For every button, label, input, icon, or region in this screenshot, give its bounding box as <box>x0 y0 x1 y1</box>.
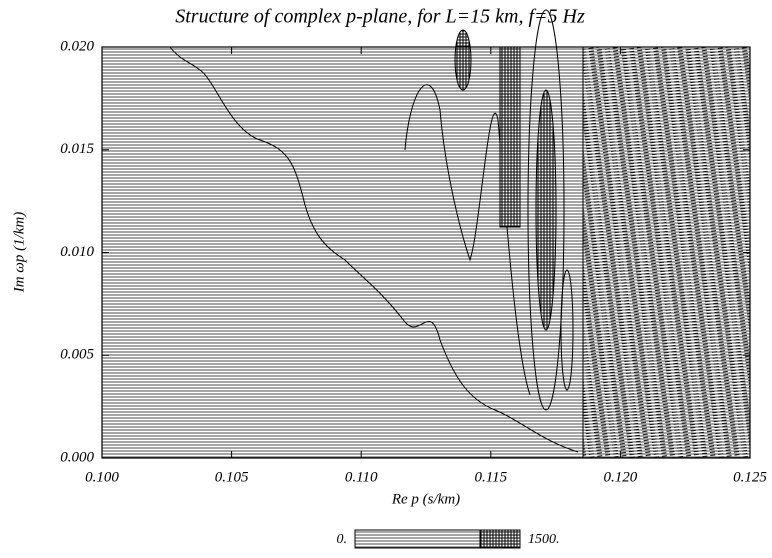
contour-fill-dense <box>583 47 750 458</box>
x-tick-label: 0.110 <box>345 469 378 485</box>
y-tick-label: 0.020 <box>60 38 94 54</box>
contour-peak <box>535 89 557 331</box>
y-axis-label: Im ωp (1/km) <box>11 212 27 294</box>
y-tick-label: 0.000 <box>60 449 94 465</box>
plot-area <box>101 9 751 459</box>
contour-line <box>404 84 531 396</box>
contour-peak <box>499 46 521 228</box>
contour-line <box>560 269 574 391</box>
contour-line <box>527 9 565 411</box>
x-axis-label: Re p (s/km) <box>391 491 460 507</box>
y-tick-label: 0.005 <box>60 347 94 363</box>
x-tick-label: 0.125 <box>733 469 767 485</box>
chart-title: Structure of complex p-plane, for L=15 k… <box>175 6 585 28</box>
y-tick-label: 0.015 <box>60 141 94 157</box>
contour-line <box>169 46 579 453</box>
x-tick-label: 0.105 <box>215 469 249 485</box>
colorbar-high <box>479 529 521 549</box>
colorbar-label: 0. <box>337 532 348 547</box>
x-tick-label: 0.115 <box>474 469 507 485</box>
contour-peak <box>454 29 472 91</box>
y-tick-label: 0.010 <box>60 244 94 260</box>
x-tick-label: 0.100 <box>85 469 119 485</box>
colorbar-label: 1500. <box>528 532 560 547</box>
x-tick-label: 0.120 <box>604 469 638 485</box>
